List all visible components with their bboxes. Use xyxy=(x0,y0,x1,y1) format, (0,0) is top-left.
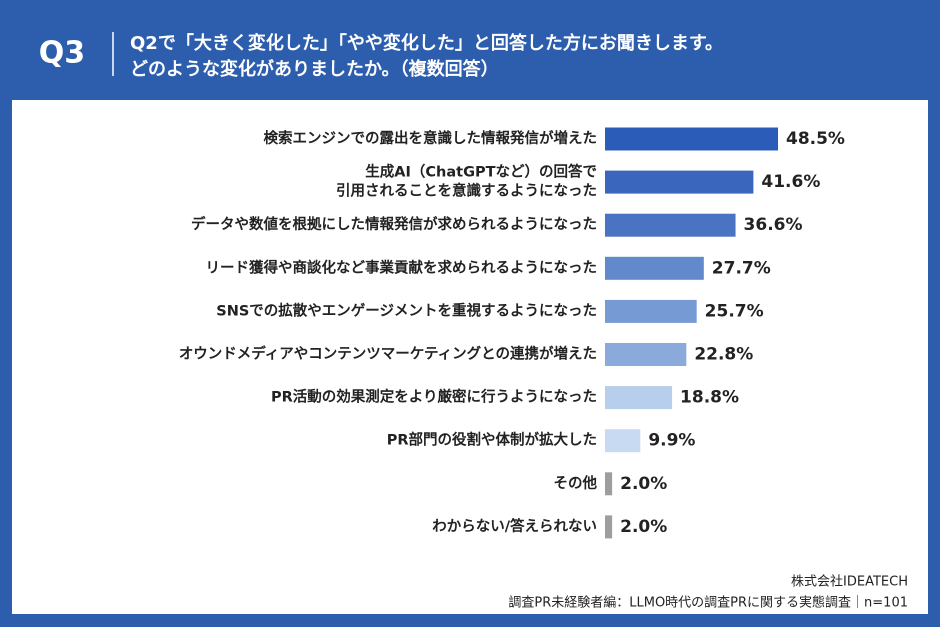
value-label: 41.6% xyxy=(761,172,820,192)
value-label: 2.0% xyxy=(620,517,667,537)
value-label: 22.8% xyxy=(694,345,753,365)
category-label: わからない/答えられない xyxy=(432,517,597,535)
category-label: その他 xyxy=(554,474,598,492)
chart-title: どのような変化がありましたか。（複数回答） xyxy=(130,58,499,80)
bar xyxy=(605,213,736,237)
value-label: 48.5% xyxy=(786,129,845,149)
category-label: リード獲得や商談化など事業貢献を求められるようになった xyxy=(206,258,598,276)
value-label: 9.9% xyxy=(648,431,695,451)
category-label: SNSでの拡散やエンゲージメントを重視するようになった xyxy=(216,301,597,319)
bar xyxy=(605,127,778,151)
question-label: Q3 xyxy=(39,36,85,71)
chart-title: Q2で「大きく変化した」「やや変化した」と回答した方にお聞きします。 xyxy=(130,32,723,54)
value-label: 18.8% xyxy=(680,388,739,408)
category-label: データや数値を根拠にした情報発信が求められるようになった xyxy=(191,215,597,233)
value-label: 25.7% xyxy=(705,301,764,321)
category-label: PR部門の役割や体制が拡大した xyxy=(387,431,597,449)
category-label: オウンドメディアやコンテンツマーケティングとの連携が増えた xyxy=(179,345,597,363)
bar xyxy=(605,256,704,280)
category-label: 生成AI（ChatGPTなど）の回答で引用されることを意識するようになった xyxy=(336,163,597,200)
bar xyxy=(605,515,613,539)
value-label: 27.7% xyxy=(712,258,771,278)
value-label: 36.6% xyxy=(744,215,803,235)
source: 調査PR未経験者編：LLMO時代の調査PRに関する実態調査｜n=101 xyxy=(508,595,908,611)
category-label: 検索エンジンでの露出を意識した情報発信が増えた xyxy=(264,129,598,147)
bar xyxy=(605,472,613,496)
bar xyxy=(605,299,697,323)
source: 株式会社IDEATECH xyxy=(791,574,908,590)
bar xyxy=(605,170,754,194)
bar xyxy=(605,386,673,410)
category-label: PR活動の効果測定をより厳密に行うようになった xyxy=(271,388,597,406)
bar xyxy=(605,429,641,453)
panel xyxy=(12,100,928,614)
bar xyxy=(605,343,687,366)
value-label: 2.0% xyxy=(620,474,667,494)
